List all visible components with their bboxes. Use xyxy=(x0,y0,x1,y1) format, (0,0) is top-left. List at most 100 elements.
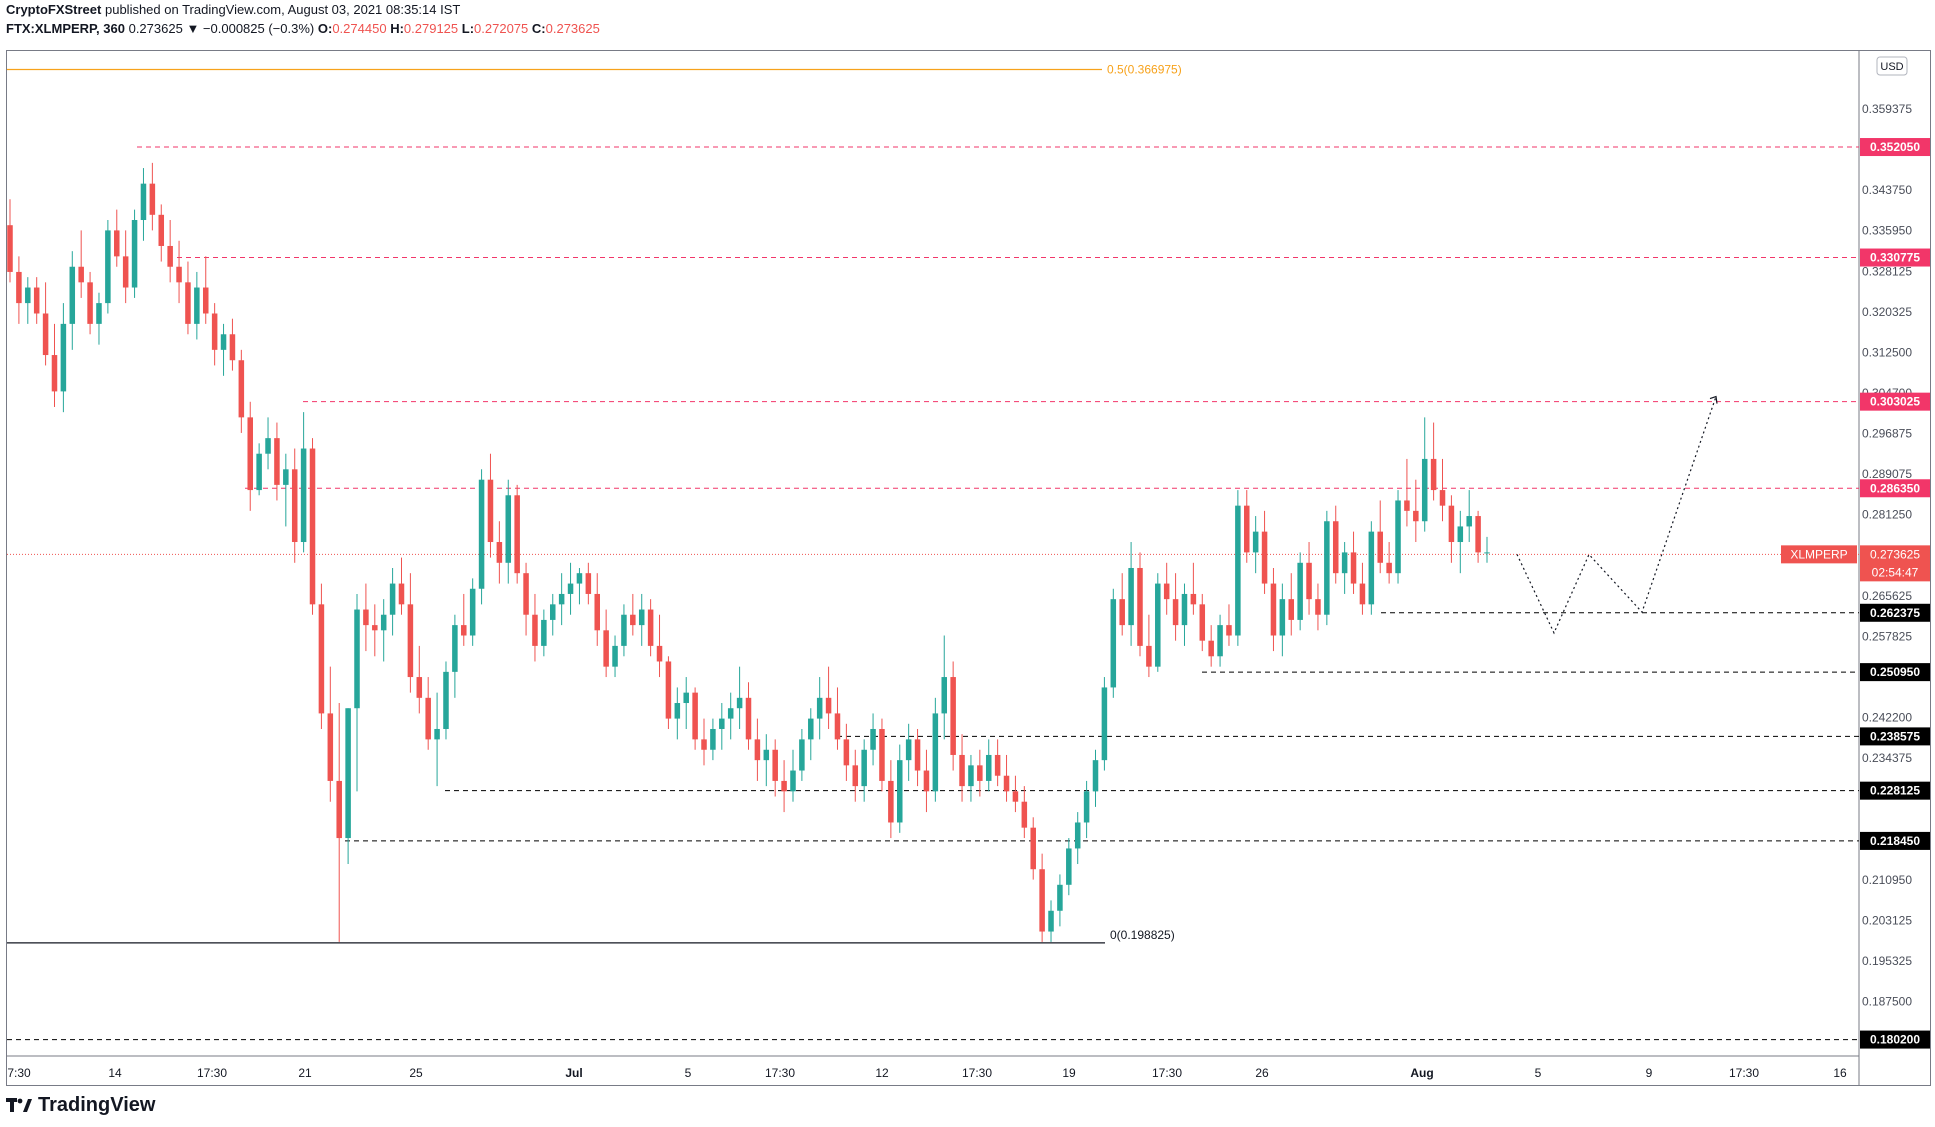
candle-body xyxy=(16,271,22,304)
candle-body xyxy=(51,355,58,392)
candle-body xyxy=(131,220,138,288)
symbol-tag-label: XLMPERP xyxy=(1790,547,1847,561)
support-price-tag xyxy=(1860,1030,1930,1049)
y-tick-label: 0.195325 xyxy=(1862,954,1912,968)
candle-body xyxy=(1048,910,1054,932)
candle-body xyxy=(478,479,485,589)
symbol-label[interactable]: FTX:XLMPERP, 360 xyxy=(6,21,125,36)
candle-body xyxy=(327,713,334,781)
candle-body xyxy=(1439,490,1446,506)
currency-label: USD xyxy=(1880,61,1903,73)
fib-level-label: 0.5(0.366975) xyxy=(1107,63,1182,77)
x-tick-label: 5 xyxy=(1535,1066,1542,1080)
candle-body xyxy=(1039,869,1045,932)
bar-countdown-label: 02:54:47 xyxy=(1872,565,1919,579)
candle-body xyxy=(630,614,636,626)
y-tick-label: 0.210950 xyxy=(1862,873,1912,887)
candle-body xyxy=(425,697,431,740)
candle-body xyxy=(158,214,165,246)
resistance-price-label: 0.303025 xyxy=(1870,395,1920,409)
resistance-price-label: 0.352050 xyxy=(1870,140,1920,154)
y-tick-label: 0.343750 xyxy=(1862,183,1912,197)
candle-body xyxy=(781,780,787,792)
candle-body xyxy=(496,542,503,563)
y-tick-label: 0.242200 xyxy=(1862,711,1912,725)
candle-body xyxy=(977,765,983,781)
candle-body xyxy=(42,313,49,356)
candle-body xyxy=(870,728,876,750)
candle-body xyxy=(1163,583,1170,600)
y-tick-label: 0.234375 xyxy=(1862,751,1912,765)
candle-body xyxy=(176,266,182,283)
candle-body xyxy=(1421,458,1428,522)
candle-body xyxy=(674,703,681,719)
support-price-label: 0.238575 xyxy=(1870,729,1920,743)
candle-body xyxy=(1270,583,1277,636)
candle-body xyxy=(932,713,939,792)
price-chart[interactable]: 0.359375 0.343750 0.335950 0.328125 0.320325… xyxy=(7,51,1930,1085)
high-label: H: xyxy=(390,21,404,36)
candle-body xyxy=(879,728,885,781)
candle-body xyxy=(941,677,948,714)
candle-body xyxy=(558,593,565,605)
candle-body xyxy=(300,448,307,543)
candle-body xyxy=(389,583,396,615)
candle-body xyxy=(1190,593,1197,605)
candle-body xyxy=(1457,526,1464,543)
candle-body xyxy=(398,583,405,605)
candle-body xyxy=(363,609,369,626)
tradingview-brand[interactable]: TradingView xyxy=(6,1094,155,1117)
candle-body xyxy=(336,780,342,839)
candle-body xyxy=(612,645,618,667)
candle-body xyxy=(549,604,556,620)
candle-body xyxy=(354,609,360,709)
candle-body xyxy=(1226,625,1232,636)
support-price-label: 0.250950 xyxy=(1870,665,1920,679)
resistance-price-tag xyxy=(1860,248,1930,267)
close-label: C: xyxy=(531,21,546,36)
published-text: published on TradingView.com, August 03,… xyxy=(104,2,461,17)
candle-body xyxy=(461,625,467,636)
high-value: 0.279125 xyxy=(403,21,459,36)
candle-body xyxy=(434,728,440,740)
candle-body xyxy=(621,614,627,646)
candle-body xyxy=(291,469,298,543)
ohlc-line: FTX:XLMPERP, 360 0.273625 ▼ −0.000825 (−… xyxy=(6,21,600,37)
x-tick-label: Jul xyxy=(565,1066,582,1080)
candle-body xyxy=(194,287,200,324)
candle-body xyxy=(1377,531,1383,563)
publisher-name[interactable]: CryptoFXStreet xyxy=(6,2,102,17)
candle-body xyxy=(469,588,476,636)
candle-body xyxy=(727,708,734,719)
candle-body xyxy=(96,303,102,324)
resistance-price-label: 0.330775 xyxy=(1870,251,1920,265)
candle-body xyxy=(1128,567,1134,626)
candle-body xyxy=(372,625,378,631)
candle-body xyxy=(1288,599,1295,620)
candle-body xyxy=(1430,458,1437,491)
candle-body xyxy=(1395,500,1401,574)
candle-body xyxy=(443,671,449,729)
candle-body xyxy=(1155,583,1161,667)
y-tick-label: 0.328125 xyxy=(1862,264,1912,278)
candle-body xyxy=(1341,552,1348,574)
candle-body xyxy=(1466,516,1472,527)
x-tick-label: 5 xyxy=(685,1066,692,1080)
x-tick-label: 17:30 xyxy=(1729,1066,1759,1080)
support-price-label: 0.180200 xyxy=(1870,1033,1920,1047)
chart-header: CryptoFXStreet published on TradingView.… xyxy=(6,2,600,37)
price-change: ▼ −0.000825 (−0.3%) xyxy=(186,21,315,36)
candle-body xyxy=(140,183,147,221)
candle-body xyxy=(994,754,1001,776)
candle-body xyxy=(283,469,289,485)
candle-body xyxy=(149,183,156,215)
candle-body xyxy=(719,718,725,729)
candle-body xyxy=(1413,510,1419,522)
candle-body xyxy=(603,630,609,667)
candle-body xyxy=(701,739,707,750)
candle-body xyxy=(1235,505,1241,636)
y-tick-label: 0.257825 xyxy=(1862,629,1912,643)
support-price-tag xyxy=(1860,781,1930,800)
chart-frame[interactable]: 0.359375 0.343750 0.335950 0.328125 0.320325… xyxy=(6,50,1931,1086)
candle-body xyxy=(1261,531,1268,584)
